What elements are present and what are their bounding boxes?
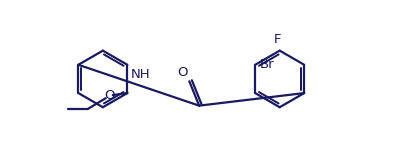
Text: F: F — [273, 33, 281, 46]
Text: NH: NH — [131, 68, 150, 81]
Text: O: O — [104, 88, 115, 102]
Text: Br: Br — [259, 58, 274, 71]
Text: O: O — [177, 66, 187, 79]
